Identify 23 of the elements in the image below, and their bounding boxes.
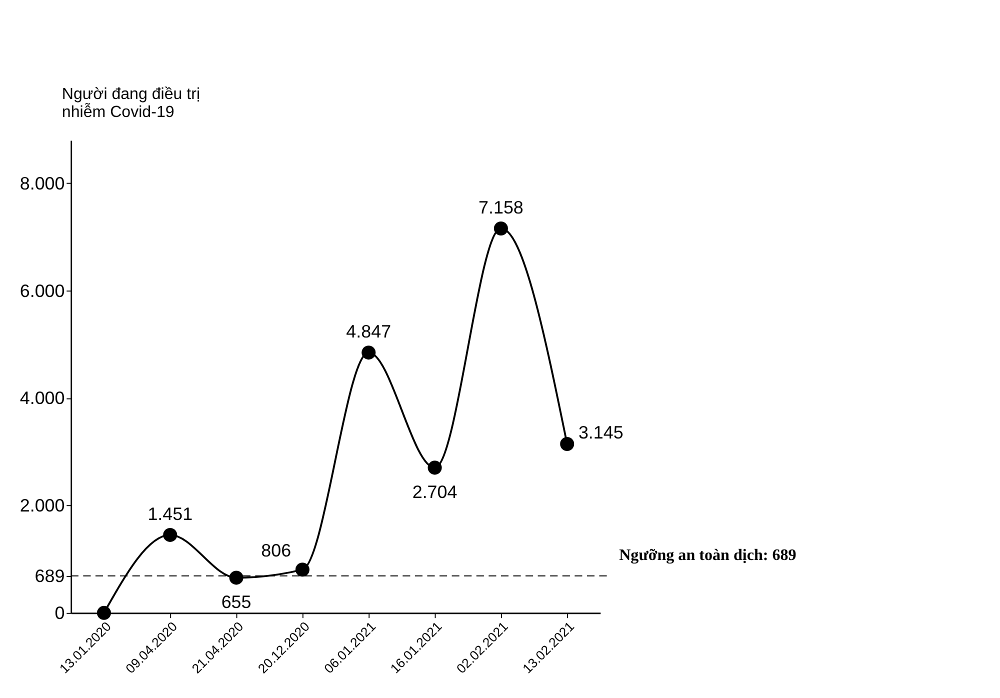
y-tick-label: 4.000 xyxy=(20,388,65,408)
y-tick-label: 689 xyxy=(34,566,65,586)
text: 2.704 xyxy=(412,482,458,502)
text: 4.847 xyxy=(346,321,392,342)
point xyxy=(229,570,244,585)
point xyxy=(428,460,442,475)
y-axis-title: Người đang điều trị nhiễm Covid-19 xyxy=(62,85,200,122)
text: 3.145 xyxy=(578,422,624,442)
point xyxy=(295,562,310,577)
text: 7.158 xyxy=(478,197,524,218)
text: 655 xyxy=(221,592,252,612)
point xyxy=(560,437,574,451)
point xyxy=(494,221,508,236)
y-tick-label: 0 xyxy=(54,603,65,624)
y-tick-label: 6.000 xyxy=(20,280,65,301)
point xyxy=(163,528,178,542)
text: 806 xyxy=(261,540,292,560)
y-tick-label: 8.000 xyxy=(20,173,65,194)
point xyxy=(96,606,111,620)
point xyxy=(362,346,376,360)
ref-line-label: Ngưỡng an toàn dịch: 689 xyxy=(619,546,796,564)
y-tick-label: 2.000 xyxy=(20,496,65,516)
text: 1.451 xyxy=(148,504,193,524)
